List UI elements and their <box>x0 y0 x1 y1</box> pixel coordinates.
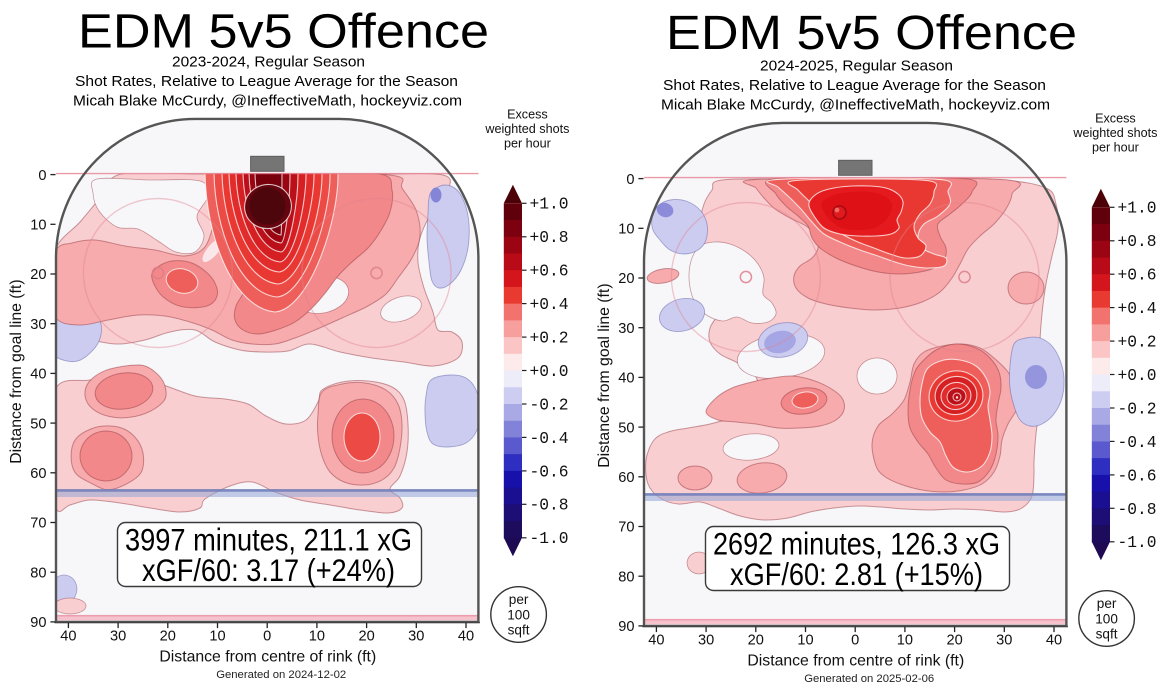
svg-text:-0.6: -0.6 <box>530 462 569 481</box>
svg-text:10: 10 <box>309 629 325 645</box>
svg-text:40: 40 <box>30 367 46 383</box>
svg-text:+1.0: +1.0 <box>530 195 569 214</box>
svg-text:3997 minutes, 211.1 xG: 3997 minutes, 211.1 xG <box>125 521 412 557</box>
svg-text:Shot Rates, Relative to League: Shot Rates, Relative to League Average f… <box>663 77 1046 94</box>
svg-text:100: 100 <box>1095 611 1118 626</box>
svg-text:30: 30 <box>618 321 634 337</box>
svg-text:70: 70 <box>30 516 46 532</box>
svg-text:+0.2: +0.2 <box>1118 333 1157 352</box>
svg-text:40: 40 <box>60 629 76 645</box>
svg-text:0: 0 <box>626 172 634 188</box>
svg-text:+0.4: +0.4 <box>1118 299 1157 318</box>
svg-text:Excess: Excess <box>1095 112 1136 126</box>
svg-text:-0.2: -0.2 <box>1118 399 1157 418</box>
svg-text:-1.0: -1.0 <box>1118 533 1157 552</box>
svg-text:10: 10 <box>797 633 813 649</box>
svg-text:10: 10 <box>30 218 46 234</box>
svg-text:Shot Rates, Relative to League: Shot Rates, Relative to League Average f… <box>75 73 458 90</box>
svg-text:Distance from centre of rink (: Distance from centre of rink (ft) <box>747 652 964 669</box>
svg-text:10: 10 <box>209 629 225 645</box>
svg-text:20: 20 <box>160 629 176 645</box>
svg-text:50: 50 <box>30 416 46 432</box>
svg-text:EDM 5v5 Offence: EDM 5v5 Offence <box>666 7 1077 60</box>
svg-text:Generated on 2025-02-06: Generated on 2025-02-06 <box>804 673 934 685</box>
svg-text:+0.2: +0.2 <box>530 329 569 348</box>
svg-text:+0.8: +0.8 <box>1118 232 1157 251</box>
svg-text:30: 30 <box>698 633 714 649</box>
svg-text:20: 20 <box>30 267 46 283</box>
svg-text:Generated on 2024-12-02: Generated on 2024-12-02 <box>216 669 346 681</box>
svg-text:per: per <box>1097 596 1117 611</box>
svg-text:+0.8: +0.8 <box>530 228 569 247</box>
svg-text:40: 40 <box>1046 633 1062 649</box>
svg-text:-0.8: -0.8 <box>530 496 569 515</box>
svg-text:70: 70 <box>618 520 634 536</box>
svg-text:per hour: per hour <box>504 136 551 150</box>
svg-text:xGF/60: 3.17 (+24%): xGF/60: 3.17 (+24%) <box>142 552 395 588</box>
svg-text:60: 60 <box>30 466 46 482</box>
svg-text:per hour: per hour <box>1092 140 1139 154</box>
svg-text:-0.6: -0.6 <box>1118 466 1157 485</box>
svg-text:weighted shots: weighted shots <box>484 122 569 136</box>
svg-text:per: per <box>509 592 529 607</box>
svg-text:-0.4: -0.4 <box>530 429 569 448</box>
svg-text:2024-2025, Regular Season: 2024-2025, Regular Season <box>760 58 953 75</box>
svg-text:100: 100 <box>507 607 530 622</box>
svg-text:20: 20 <box>618 271 634 287</box>
svg-text:+0.6: +0.6 <box>530 262 569 281</box>
svg-text:Distance from goal line (ft): Distance from goal line (ft) <box>8 279 25 463</box>
svg-text:0: 0 <box>263 629 271 645</box>
svg-text:Distance from goal line (ft): Distance from goal line (ft) <box>596 283 613 467</box>
svg-text:90: 90 <box>30 615 46 631</box>
svg-text:Micah Blake McCurdy, @Ineffect: Micah Blake McCurdy, @IneffectiveMath, h… <box>73 93 462 110</box>
svg-text:30: 30 <box>408 629 424 645</box>
svg-text:+0.4: +0.4 <box>530 295 569 314</box>
svg-text:+1.0: +1.0 <box>1118 199 1157 218</box>
svg-text:30: 30 <box>996 633 1012 649</box>
svg-text:-1.0: -1.0 <box>530 529 569 548</box>
svg-text:40: 40 <box>458 629 474 645</box>
svg-text:sqft: sqft <box>1096 627 1118 642</box>
svg-text:40: 40 <box>648 633 664 649</box>
svg-text:+0.0: +0.0 <box>1118 366 1157 385</box>
svg-text:0: 0 <box>38 168 46 184</box>
svg-text:2023-2024, Regular Season: 2023-2024, Regular Season <box>172 54 365 71</box>
svg-text:30: 30 <box>110 629 126 645</box>
svg-text:10: 10 <box>618 222 634 238</box>
svg-text:weighted shots: weighted shots <box>1072 126 1157 140</box>
svg-text:EDM 5v5 Offence: EDM 5v5 Offence <box>78 6 489 59</box>
svg-text:Excess: Excess <box>507 108 548 122</box>
svg-text:0: 0 <box>851 633 859 649</box>
svg-text:sqft: sqft <box>508 623 530 638</box>
svg-text:-0.4: -0.4 <box>1118 433 1157 452</box>
svg-text:20: 20 <box>358 629 374 645</box>
svg-text:+0.0: +0.0 <box>530 362 569 381</box>
svg-text:2692 minutes, 126.3 xG: 2692 minutes, 126.3 xG <box>713 525 1000 561</box>
svg-text:60: 60 <box>618 470 634 486</box>
svg-text:90: 90 <box>618 619 634 635</box>
svg-text:20: 20 <box>946 633 962 649</box>
svg-text:80: 80 <box>618 569 634 585</box>
svg-text:30: 30 <box>30 317 46 333</box>
svg-text:Micah Blake McCurdy, @Ineffect: Micah Blake McCurdy, @IneffectiveMath, h… <box>661 97 1050 114</box>
svg-text:80: 80 <box>30 565 46 581</box>
svg-text:+0.6: +0.6 <box>1118 266 1157 285</box>
svg-text:-0.8: -0.8 <box>1118 500 1157 519</box>
svg-text:40: 40 <box>618 371 634 387</box>
svg-text:10: 10 <box>897 633 913 649</box>
svg-text:xGF/60: 2.81 (+15%): xGF/60: 2.81 (+15%) <box>730 556 983 592</box>
svg-text:20: 20 <box>748 633 764 649</box>
svg-text:Distance from centre of rink (: Distance from centre of rink (ft) <box>159 648 376 665</box>
svg-text:50: 50 <box>618 420 634 436</box>
svg-text:-0.2: -0.2 <box>530 395 569 414</box>
